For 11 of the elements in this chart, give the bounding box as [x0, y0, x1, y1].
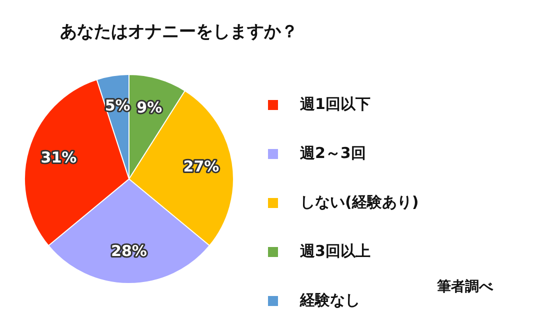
data-label: 9%	[136, 98, 162, 117]
data-label: 31%	[40, 148, 77, 166]
text: 筆者調べ	[437, 278, 493, 296]
legend-label: 週3回以上	[300, 242, 370, 261]
chart-title: あなたはオナニーをしますか？	[60, 21, 298, 43]
legend-label: 週2～3回	[300, 144, 366, 163]
legend-label: 経験なし	[300, 291, 360, 310]
data-label: 27%	[183, 157, 220, 176]
data-label: 28%	[111, 242, 147, 260]
legend-label: 週1回以下	[300, 95, 370, 114]
legend-label: しない(経験あり)	[300, 193, 419, 212]
